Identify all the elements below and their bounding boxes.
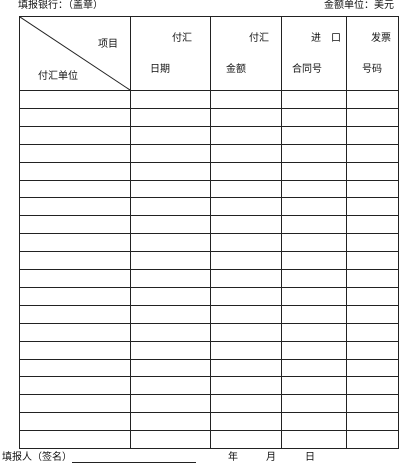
reporter-signature-label: 填报人（签名） bbox=[2, 452, 72, 463]
diagonal-divider bbox=[20, 17, 130, 90]
row-divider bbox=[20, 376, 398, 378]
date-month-label: 月 bbox=[266, 452, 276, 463]
diag-label-payer: 付汇单位 bbox=[38, 71, 78, 82]
col-date-line2: 日期 bbox=[150, 64, 170, 75]
row-divider bbox=[20, 269, 398, 270]
remittance-table: 项目 付汇单位 付汇 日期 付汇 金额 进 口 合同号 发票 号码 bbox=[19, 16, 399, 449]
row-divider bbox=[20, 358, 398, 360]
currency-unit-label: 金额单位：美元 bbox=[324, 0, 394, 11]
column-divider bbox=[210, 17, 211, 448]
row-divider bbox=[20, 107, 398, 109]
col-amount-line1: 付汇 bbox=[249, 33, 269, 44]
bank-label: 填报银行：（盖章） bbox=[18, 0, 103, 11]
row-divider bbox=[20, 125, 398, 127]
row-divider bbox=[20, 412, 398, 414]
row-divider bbox=[20, 251, 398, 253]
col-date-line1: 付汇 bbox=[172, 33, 192, 44]
row-divider bbox=[20, 233, 398, 235]
row-divider bbox=[20, 322, 398, 324]
date-day-label: 日 bbox=[305, 452, 315, 463]
row-divider bbox=[20, 394, 398, 396]
row-divider bbox=[20, 143, 398, 145]
row-divider bbox=[20, 161, 398, 163]
row-divider bbox=[20, 90, 398, 91]
signature-line[interactable] bbox=[72, 462, 196, 463]
diag-label-item: 项目 bbox=[98, 39, 118, 50]
row-divider bbox=[20, 197, 398, 199]
column-divider bbox=[346, 17, 347, 448]
col-invoice-line1: 发票 bbox=[371, 33, 391, 44]
column-divider bbox=[130, 17, 131, 448]
row-divider bbox=[20, 286, 398, 288]
row-divider bbox=[20, 179, 398, 181]
row-divider bbox=[20, 304, 398, 306]
row-divider bbox=[20, 340, 398, 342]
date-year-label: 年 bbox=[228, 452, 238, 463]
col-contract-line2: 合同号 bbox=[292, 64, 322, 75]
col-contract-line1: 进 口 bbox=[311, 33, 341, 44]
row-divider bbox=[20, 430, 398, 432]
column-divider bbox=[281, 17, 282, 448]
col-amount-line2: 金额 bbox=[226, 64, 246, 75]
row-divider bbox=[20, 215, 398, 217]
col-invoice-line2: 号码 bbox=[362, 64, 382, 75]
